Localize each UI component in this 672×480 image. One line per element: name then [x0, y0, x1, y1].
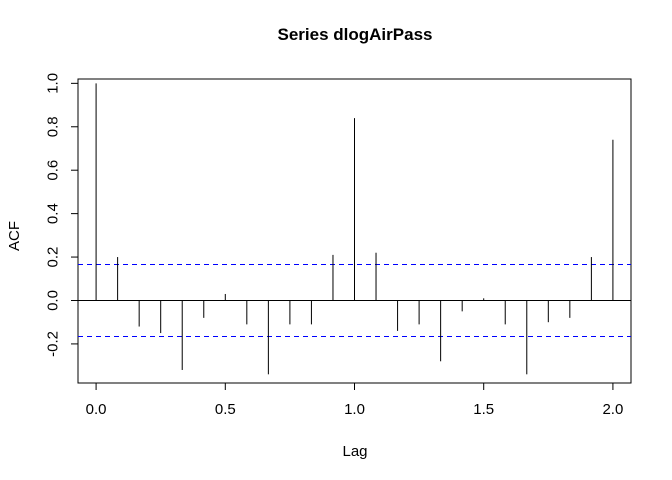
x-axis: 0.0 0.5 1.0 1.5 2.0	[86, 382, 623, 418]
x-tick-label: 2.0	[602, 401, 623, 418]
y-tick-label: 0.0	[45, 290, 62, 311]
y-tick-label: 0.8	[45, 116, 62, 137]
y-tick-label: 0.2	[45, 247, 62, 268]
x-tick-label: 0.0	[86, 401, 107, 418]
y-tick-label: 0.6	[45, 160, 62, 181]
y-tick-label: -0.2	[45, 331, 62, 357]
x-tick-label: 1.5	[473, 401, 494, 418]
y-tick-label: 1.0	[45, 73, 62, 94]
confidence-bands	[78, 263, 631, 338]
x-tick-label: 0.5	[215, 401, 236, 418]
y-axis: -0.2 0.0 0.2 0.4 0.6 0.8 1.0	[45, 73, 79, 357]
y-tick-label: 0.4	[45, 203, 62, 224]
y-axis-label: ACF	[6, 221, 23, 251]
x-tick-label: 1.0	[344, 401, 365, 418]
chart-title: Series dlogAirPass	[278, 25, 433, 44]
x-axis-label: Lag	[342, 443, 367, 460]
acf-bars	[95, 83, 614, 375]
